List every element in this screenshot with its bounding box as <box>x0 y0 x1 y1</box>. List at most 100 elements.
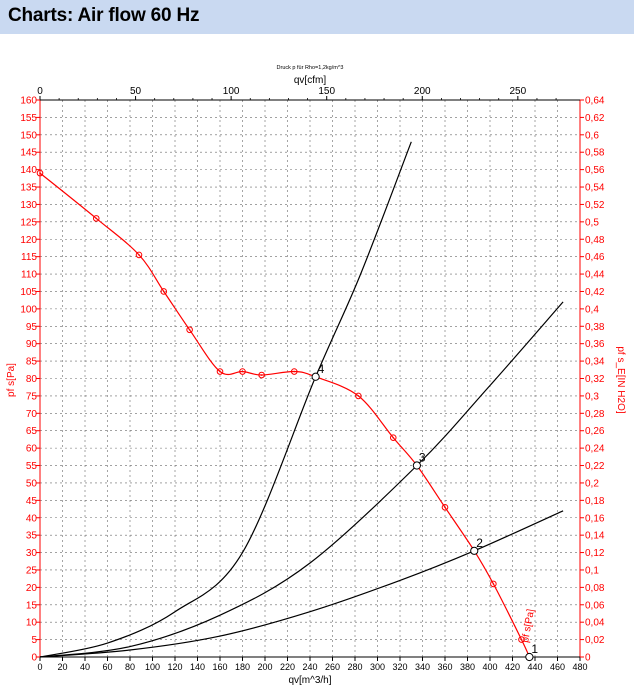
right-tick-label: 0,42 <box>585 287 605 298</box>
right-tick-label: 0,16 <box>585 513 605 524</box>
right-tick-label: 0,24 <box>585 444 605 455</box>
chart-subtitle: Druck p für Rho=1,2kg/m^3 <box>277 65 344 71</box>
right-tick-label: 0,22 <box>585 461 605 472</box>
bottom-tick-label: 380 <box>460 662 475 672</box>
fan-curve-label: pf s[Pa] <box>520 608 537 644</box>
fan-curve <box>39 172 530 658</box>
left-tick-label: 120 <box>20 235 37 246</box>
top-tick-label: 50 <box>130 86 142 97</box>
fan-curve-point <box>518 636 525 643</box>
fan-curve-point-center <box>392 436 395 439</box>
right-tick-label: 0,5 <box>585 217 599 228</box>
x-axis-label: qv[m^3/h] <box>288 675 331 686</box>
bottom-tick-label: 100 <box>145 662 160 672</box>
left-tick-label: 45 <box>26 496 38 507</box>
left-tick-label: 10 <box>26 618 38 629</box>
left-tick-label: 15 <box>26 600 38 611</box>
bottom-tick-label: 180 <box>235 662 250 672</box>
right-tick-label: 0,02 <box>585 635 605 646</box>
bottom-tick-label: 220 <box>280 662 295 672</box>
right-tick-label: 0,38 <box>585 322 605 333</box>
left-tick-label: 95 <box>26 322 38 333</box>
left-tick-label: 160 <box>20 96 37 107</box>
bottom-tick-label: 480 <box>572 662 587 672</box>
fan-curve-point <box>135 251 143 259</box>
left-tick-label: 105 <box>20 287 37 298</box>
right-tick-label: 0,48 <box>585 235 605 246</box>
top-tick-label: 250 <box>510 86 527 97</box>
right-tick-label: 0,08 <box>585 583 605 594</box>
right-tick-label: 0,56 <box>585 165 605 176</box>
operating-point-marker <box>412 461 421 470</box>
fan-curve-point <box>36 169 44 177</box>
right-tick-label: 0,52 <box>585 200 605 211</box>
fan-curve-point-center <box>219 370 221 373</box>
y-left-axis-label: pf s[Pa] <box>6 363 17 397</box>
left-tick-label: 60 <box>26 444 38 455</box>
fan-curve-point <box>216 368 224 375</box>
fan-curve-point-center <box>520 638 523 641</box>
right-tick-label: 0,44 <box>585 270 605 281</box>
fan-curve-point-center <box>162 290 165 293</box>
left-tick-label: 35 <box>26 531 38 542</box>
right-tick-label: 0,04 <box>585 618 605 629</box>
left-tick-label: 90 <box>26 339 38 350</box>
fan-curve-point <box>186 326 193 334</box>
right-tick-label: 0,28 <box>585 409 605 420</box>
left-tick-label: 25 <box>26 565 38 576</box>
left-tick-label: 130 <box>20 200 37 211</box>
bottom-tick-label: 140 <box>190 662 205 672</box>
left-tick-label: 80 <box>26 374 38 385</box>
right-tick-label: 0,54 <box>585 183 605 194</box>
left-tick-label: 110 <box>21 270 37 281</box>
right-tick-label: 0 <box>585 653 591 664</box>
bottom-tick-label: 60 <box>102 662 112 672</box>
bottom-tick-label: 20 <box>57 662 67 672</box>
system-curve-1 <box>39 141 412 658</box>
left-tick-label: 115 <box>21 252 37 263</box>
fan-curve-point-center <box>293 370 296 373</box>
right-tick-label: 0,12 <box>585 548 605 559</box>
fan-curve-point-center <box>444 506 446 509</box>
fan-curve-point <box>290 368 298 375</box>
fan-curve-point-center <box>260 374 263 376</box>
operating-point-label: 1 <box>531 642 538 656</box>
bottom-tick-label: 400 <box>482 662 497 672</box>
bottom-tick-label: 160 <box>212 662 227 672</box>
right-tick-label: 0,34 <box>585 357 605 368</box>
fan-curve-point <box>258 371 265 379</box>
left-tick-label: 125 <box>20 217 37 228</box>
fan-curve-point <box>389 434 397 441</box>
right-tick-label: 0,14 <box>585 531 605 542</box>
left-tick-label: 55 <box>26 461 38 472</box>
operating-point-label: 4 <box>318 362 325 376</box>
bottom-tick-label: 440 <box>527 662 542 672</box>
left-tick-label: 30 <box>26 548 38 559</box>
right-tick-label: 0,62 <box>585 113 605 124</box>
operating-point-marker <box>525 652 534 662</box>
top-tick-label: 200 <box>414 86 431 97</box>
fan-curve-point <box>160 288 168 295</box>
page-title: Charts: Air flow 60 Hz <box>8 5 200 26</box>
bottom-tick-label: 460 <box>550 662 565 672</box>
bottom-tick-label: 320 <box>392 662 407 672</box>
fan-curve-point-center <box>241 370 244 373</box>
left-tick-label: 0 <box>31 653 37 664</box>
bottom-tick-label: 240 <box>302 662 317 672</box>
fan-curve-point <box>441 504 449 511</box>
right-tick-label: 0,26 <box>585 426 605 437</box>
top-tick-label: 0 <box>37 86 43 97</box>
right-tick-label: 0,4 <box>585 304 599 315</box>
bottom-tick-label: 420 <box>505 662 520 672</box>
left-tick-label: 150 <box>20 130 37 141</box>
right-tick-label: 0,58 <box>585 148 605 159</box>
bottom-tick-label: 360 <box>437 662 452 672</box>
top-axis-label: qv[cfm] <box>294 75 326 86</box>
top-tick-label: 100 <box>223 86 240 97</box>
fan-curve-point-center <box>492 583 495 585</box>
fan-curve-point <box>92 215 100 222</box>
bottom-tick-label: 280 <box>347 662 362 672</box>
fan-curve-point-center <box>357 395 360 397</box>
left-tick-label: 20 <box>26 583 38 594</box>
right-tick-label: 0,6 <box>585 130 599 141</box>
